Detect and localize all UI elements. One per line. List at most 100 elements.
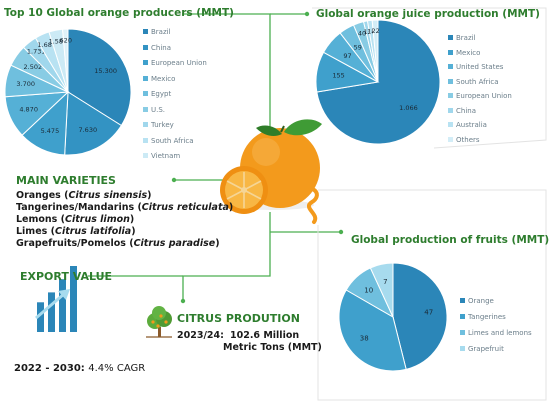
legend-item: Egypt (143, 90, 207, 106)
legend-swatch (143, 106, 148, 112)
varieties-block: MAIN VARIETIES Oranges (Citrus sinensis)… (16, 174, 233, 250)
slice-core (241, 187, 247, 193)
legend-item: Orange (460, 297, 532, 313)
legend-item: China (448, 107, 512, 122)
legend-label: South Africa (456, 77, 499, 86)
legend-swatch (448, 93, 453, 98)
legend-label: Others (456, 135, 480, 144)
legend-swatch (460, 314, 465, 319)
pie-data-label: 2.502 (24, 63, 43, 71)
pie-data-label: 15.300 (94, 67, 117, 75)
juice-legend: Brazil Mexico United States South Africa Eur… (448, 34, 512, 150)
variety-item: Oranges (Citrus sinensis) (16, 190, 152, 201)
connector-dot (304, 11, 310, 17)
pie-data-label: 59 (354, 44, 362, 52)
legend-label: Mexico (456, 48, 481, 57)
pie-data-label: 4.870 (19, 105, 38, 113)
trend-arrow-head (58, 289, 70, 300)
export-cagr: 4.4% CAGR (88, 363, 146, 374)
stem (280, 125, 285, 133)
peel-spiral (298, 186, 319, 224)
legend-label: Brazil (456, 34, 476, 42)
connector-bottom (182, 212, 271, 300)
pie-data-label: 1.066 (399, 104, 418, 112)
export-bar (48, 292, 55, 332)
pie-data-label: 18 (367, 28, 375, 36)
juice-title: Global orange juice production (MMT) (316, 8, 540, 20)
connector-dot (171, 177, 177, 183)
producers-legend: Brazil China European Union Mexico Egypt U.S.… (143, 28, 207, 168)
citrus-heading: CITRUS PRODUTION (177, 312, 300, 325)
pie-slice-tangerines (338, 289, 407, 372)
legend-swatch (448, 49, 453, 55)
legend-item: Brazil (143, 28, 207, 44)
legend-swatch (143, 122, 148, 127)
legend-item: Limes and lemons (460, 329, 532, 345)
legend-item: South Africa (448, 78, 512, 93)
legend-item: Vietnam (143, 152, 207, 168)
export-bar (37, 302, 44, 332)
export-cagr-line: 2022 - 2030: 4.4% CAGR (14, 363, 145, 374)
legend-item: Brazil (448, 34, 512, 49)
export-bar (59, 279, 66, 332)
fruits-title: Global production of fruits (MMT) (351, 234, 550, 246)
legend-item: U.S. (143, 106, 207, 122)
legend-item: Mexico (143, 75, 207, 91)
pie-data-label: 15 (364, 28, 372, 36)
legend-swatch (143, 29, 148, 34)
pie-slice-others (62, 28, 69, 93)
legend-swatch (448, 64, 453, 69)
variety-item: Tangerines/Mandarins (Citrus reticulata) (16, 202, 234, 213)
legend-item: European Union (143, 59, 207, 75)
legend-label: Mexico (151, 74, 176, 83)
citrus-tree-icon (146, 306, 172, 338)
export-bar (70, 266, 77, 332)
pie-slice-others (371, 19, 379, 83)
legend-swatch (143, 91, 148, 96)
legend-item: Mexico (448, 49, 512, 64)
legend-swatch (143, 137, 148, 143)
legend-label: South Africa (151, 136, 194, 145)
legend-item: United States (448, 63, 512, 78)
legend-swatch (143, 153, 148, 158)
fruits-frame (317, 189, 547, 401)
legend-label: Brazil (151, 28, 171, 36)
varieties-heading: MAIN VARIETIES (16, 174, 116, 187)
citrus-unit: Metric Tons (MMT) (223, 342, 322, 353)
pie-data-label: 5.475 (41, 127, 60, 135)
pie-data-label: 1.731 (27, 47, 46, 55)
pie-data-label: 40 (358, 30, 366, 38)
legend-label: European Union (456, 92, 512, 100)
citrus-amount-block: 2023/24: 102.6 Million Metric Tons (MMT) (177, 330, 322, 354)
orange-highlight (252, 138, 280, 166)
legend-swatch (460, 298, 465, 303)
leaf-icon (256, 125, 282, 136)
legend-swatch (448, 35, 453, 40)
legend-swatch (448, 107, 453, 113)
pie-data-label: 7 (383, 278, 387, 286)
varieties-list: Oranges (Citrus sinensis) Tangerines/Mand… (16, 190, 233, 250)
legend-label: Vietnam (151, 152, 181, 160)
pie-data-label: 155 (332, 71, 344, 79)
leaf-icon (284, 119, 322, 136)
variety-item: Grapefruits/Pomelos (Citrus paradise) (16, 238, 220, 249)
legend-label: Australia (456, 121, 487, 129)
legend-item: European Union (448, 92, 512, 107)
pie-data-label: 10 (364, 286, 373, 294)
juice-frame (312, 7, 547, 149)
pie-slice-china (64, 91, 123, 156)
pie-data-label: 1.687 (37, 41, 56, 49)
pie-data-label: 3.700 (16, 80, 35, 88)
citrus-season: 2023/24: (177, 330, 224, 341)
legend-item: Others (448, 136, 512, 151)
producers-title: Top 10 Global orange producers (MMT) (4, 7, 234, 19)
fruits-legend: Orange Tangerines Limes and lemons Grapefru… (460, 297, 532, 361)
legend-item: Turkey (143, 121, 207, 137)
pie-slice-grapefruit (369, 262, 394, 318)
legend-label: Orange (468, 297, 494, 305)
legend-label: Turkey (151, 121, 174, 129)
